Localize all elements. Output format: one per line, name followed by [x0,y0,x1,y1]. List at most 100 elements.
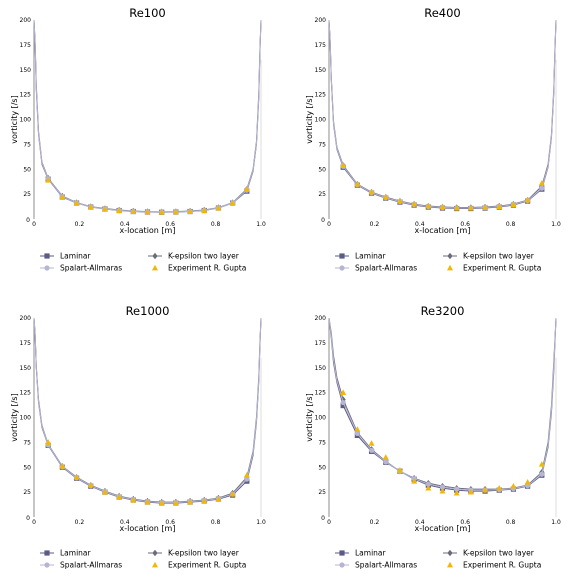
x-tick-label: 0.6 [460,519,470,526]
y-tick-label: 100 [315,117,327,124]
series-laminar [328,318,557,494]
data-point [201,207,208,213]
data-point [454,486,460,492]
data-point [201,497,208,504]
x-axis-label: x-location [m] [120,524,176,533]
legend-label: Spalart-Allmaras [355,561,417,570]
y-tick-label: 25 [23,191,31,198]
data-point [382,193,389,200]
data-point [539,471,545,477]
series-line [33,318,262,504]
y-tick-label: 175 [20,340,32,347]
series-k-epsilon-two-layer [33,318,262,506]
legend: Laminar K-epsilon two layer Spalart-Allmar… [40,549,246,570]
x-tick-label: 1.0 [551,221,561,228]
data-point [368,440,375,446]
legend-marker [447,561,453,568]
x-tick-label: 0.4 [415,519,425,526]
data-point [439,484,446,490]
data-point [116,493,123,500]
x-tick-label: 0.8 [506,221,516,228]
data-point [244,476,250,482]
data-point [87,203,94,210]
data-point [354,426,361,432]
chart-panel-re400: Re400 25 50 75 100 125 150 175 200 00 0.2 0.4 0.6 0.8… [305,6,561,273]
y-axis-label: vorticity [/s] [305,95,314,143]
data-point [187,208,194,214]
chart-panel-re1000: Re1000 25 50 75 100 125 150 175 200 00 0.2 0.4 0.6 0.… [10,304,266,570]
legend-label: Experiment R. Gupta [168,561,246,570]
series-experiment-r-gupta [340,389,545,496]
data-point [172,208,179,215]
data-point [396,467,403,473]
y-axis-label: vorticity [/s] [305,393,314,441]
data-point [243,472,250,478]
series-line [328,318,557,491]
y-tick-label: 175 [20,42,32,49]
legend-label: Spalart-Allmaras [355,264,417,273]
legend-label: K-epsilon two layer [463,549,535,558]
data-point [482,204,489,210]
data-point [538,461,545,467]
legend-marker [44,550,50,556]
y-tick-label: 200 [315,17,327,24]
x-tick-label: 0.8 [506,519,516,526]
series-line [328,20,557,209]
legend-marker [44,265,50,271]
data-point [73,199,80,206]
data-point [496,203,503,209]
x-tick-label: 0.4 [415,221,425,228]
series-spalart-allmaras [328,318,557,493]
data-point [130,208,137,214]
series-experiment-r-gupta [45,439,250,506]
series-line [33,20,262,213]
chart-title: Re3200 [421,304,465,318]
data-point [482,486,489,493]
x-tick-label: 0.8 [211,519,221,526]
x-tick-label: 0.6 [165,221,175,228]
series-experiment-r-gupta [340,162,545,211]
legend-label: Spalart-Allmaras [60,264,122,273]
y-axis-label: vorticity [/s] [10,393,19,441]
x-tick-label: 0.6 [165,519,175,526]
series-line [328,318,557,490]
legend-marker [152,264,158,271]
y-tick-label: 75 [23,439,31,446]
x-tick-label: 0 [32,519,36,526]
data-point [144,498,151,505]
data-point [510,482,517,489]
legend-marker [339,562,345,568]
data-point [215,204,222,211]
legend: Laminar K-epsilon two layer Spalart-Allmar… [40,252,246,273]
legend-label: K-epsilon two layer [463,252,535,261]
series-line [328,20,557,210]
x-tick-label: 1.0 [551,519,561,526]
data-point [467,488,474,495]
legend-label: K-epsilon two layer [168,252,240,261]
data-point [524,196,531,203]
data-point [340,162,347,168]
data-point [59,193,66,200]
data-point [229,199,236,206]
legend-marker [152,252,158,260]
y-tick-label: 25 [23,489,31,496]
series-k-epsilon-two-layer [328,318,557,493]
legend-label: Laminar [355,549,387,558]
chart-panel-re3200: Re3200 25 50 75 100 125 150 175 200 00 0.2 0.4 0.6 0.… [305,304,561,570]
series-line [33,318,262,504]
y-tick-label: 75 [318,141,326,148]
x-tick-label: 0 [327,519,331,526]
x-tick-label: 0.8 [211,221,221,228]
y-tick-label: 25 [318,489,326,496]
series-spalart-allmaras [328,20,557,211]
data-point [354,430,360,437]
legend-marker [339,550,345,556]
data-point [73,474,80,480]
y-tick-label: 175 [315,340,327,347]
legend-marker [152,561,158,568]
x-tick-label: 0.2 [370,519,380,526]
data-point [45,176,52,183]
data-point [243,185,250,192]
data-point [411,477,418,484]
data-point [368,188,375,195]
